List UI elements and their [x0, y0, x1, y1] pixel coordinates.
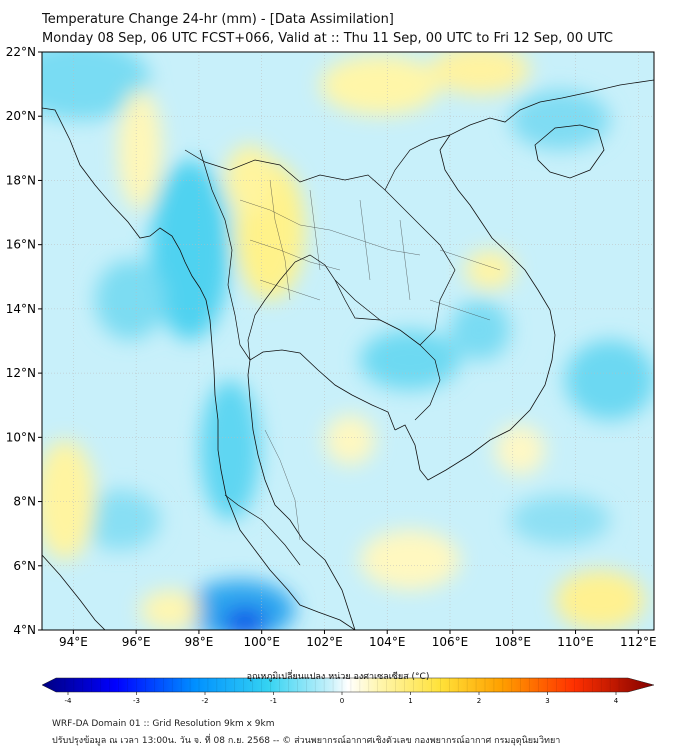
colorbar-title: อุณหภูมิเปลี่ยนแปลง หน่วย องศาเซลเซียส (… [246, 672, 430, 682]
colorbar-tick-label: 4 [614, 697, 619, 705]
lat-label: 18°N [6, 173, 36, 187]
map-frame [41, 51, 655, 631]
lat-label: 16°N [6, 238, 36, 252]
colorbar-segments [64, 678, 620, 692]
map-subtitle: Monday 08 Sep, 06 UTC FCST+066, Valid at… [42, 31, 613, 46]
lat-label: 14°N [6, 302, 36, 316]
colorbar-tick-label: -2 [202, 697, 209, 705]
footer-model-info: WRF-DA Domain 01 :: Grid Resolution 9km … [52, 719, 275, 729]
lon-label: 100°E [243, 635, 280, 649]
latitude-labels: 22°N 20°N 18°N 16°N 14°N 12°N 10°N 8°N 6°N 4°N [6, 45, 42, 637]
colorbar-tick-label: 3 [545, 697, 549, 705]
lat-label: 4°N [13, 623, 36, 637]
colorbar: -4 -3 -2 -1 0 1 2 3 4 [41, 677, 655, 705]
colorbar-tick-label: 1 [408, 697, 412, 705]
map-title: Temperature Change 24-hr (mm) - [Data As… [42, 12, 394, 27]
lat-label: 6°N [13, 559, 36, 573]
footer-credits: ปรับปรุงข้อมูล ณ เวลา 13:00น. วัน จ. ที่… [52, 736, 561, 746]
lon-label: 108°E [495, 635, 532, 649]
lon-label: 98°E [184, 635, 213, 649]
colorbar-tick-label: -4 [65, 697, 73, 705]
country-borders [184, 134, 456, 566]
lat-label: 12°N [6, 366, 36, 380]
lon-label: 106°E [432, 635, 469, 649]
lat-label: 20°N [6, 109, 36, 123]
lat-label: 10°N [6, 430, 36, 444]
lon-label: 102°E [306, 635, 343, 649]
lon-label: 110°E [557, 635, 594, 649]
lon-label: 96°E [122, 635, 151, 649]
colorbar-bar [41, 677, 655, 693]
anomaly-field [42, 52, 654, 630]
colorbar-tick-label: 2 [477, 697, 481, 705]
lon-label: 112°E [620, 635, 657, 649]
map-area [42, 52, 654, 630]
province-borders [239, 179, 501, 541]
colorbar-tick-label: 0 [340, 697, 344, 705]
lat-label: 8°N [13, 495, 36, 509]
lon-label: 104°E [369, 635, 406, 649]
lon-label: 94°E [59, 635, 88, 649]
graticule [42, 52, 654, 630]
colorbar-tick-label: -3 [133, 697, 140, 705]
colorbar-tick-label: -1 [270, 697, 277, 705]
longitude-labels: 94°E 96°E 98°E 100°E 102°E 104°E 106°E 108°E 110… [59, 630, 657, 649]
colorbar-ticks: -4 -3 -2 -1 0 1 2 3 4 [65, 692, 619, 705]
coastlines [42, 79, 654, 630]
lat-label: 22°N [6, 45, 36, 59]
